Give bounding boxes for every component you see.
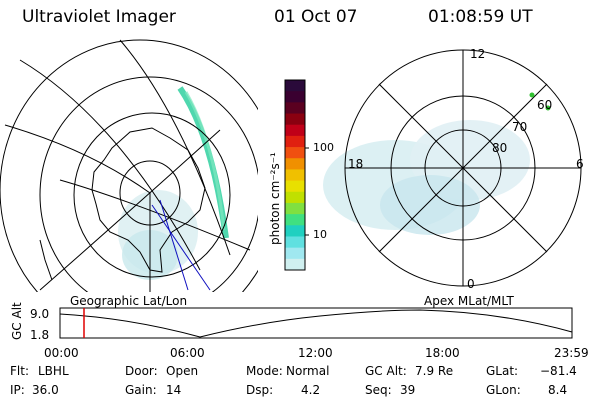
colorbar-segment — [285, 158, 305, 170]
lat-label-70: 70 — [512, 120, 528, 134]
lat-label-80: 80 — [492, 141, 508, 155]
x-tick-1200: 12:00 — [298, 346, 333, 360]
info-door-value: Open — [166, 364, 199, 378]
info-mode-value: Normal — [286, 364, 330, 378]
colorbar-segment — [285, 102, 305, 115]
colorbar-segment — [285, 135, 305, 148]
mlt-label-0: 0 — [467, 277, 475, 291]
colorbar-segment — [285, 191, 305, 204]
info-dsp-label: Dsp: — [246, 383, 274, 397]
info-gain-label: Gain: — [125, 383, 157, 397]
colorbar-segment — [285, 236, 305, 249]
info-ip-value: 36.0 — [32, 383, 59, 397]
colorbar-segment — [285, 124, 305, 137]
info-alt-label: GC Alt: — [365, 364, 407, 378]
info-flt-value: LBHL — [38, 364, 69, 378]
info-glon-label: GLon: — [486, 383, 521, 397]
x-tick-1800: 18:00 — [425, 346, 460, 360]
mlt-label-12: 12 — [470, 47, 486, 61]
info-door-label: Door: — [125, 364, 158, 378]
info-seq-value: 39 — [400, 383, 416, 397]
colorbar-segment — [285, 80, 305, 92]
info-mode-label: Mode: — [246, 364, 283, 378]
time-label: 01:08:59 UT — [428, 7, 533, 27]
x-tick-2359: 23:59 — [554, 346, 589, 360]
x-tick-0600: 06:00 — [170, 346, 205, 360]
colorbar — [284, 79, 309, 271]
mlt-label-18: 18 — [348, 157, 364, 171]
info-flt-label: Flt: — [10, 364, 29, 378]
colorbar-segment — [285, 180, 305, 193]
alt-tick-1.8: 1.8 — [30, 328, 50, 342]
date-label: 01 Oct 07 — [274, 7, 358, 27]
mlt-label-6: 6 — [576, 157, 584, 171]
info-seq-label: Seq: — [365, 383, 392, 397]
colorbar-segment — [285, 202, 305, 215]
alt-tick-9: 9.0 — [30, 307, 50, 321]
info-dsp-value: 4.2 — [301, 383, 321, 397]
colorbar-tick-100: 100 — [313, 141, 334, 154]
colorbar-tick-10: 10 — [313, 228, 327, 241]
colorbar-segment — [285, 147, 305, 159]
lat-label-60: 60 — [537, 98, 553, 112]
left-panel-caption: Geographic Lat/Lon — [70, 294, 188, 308]
colorbar-segment — [285, 169, 305, 182]
colorbar-segment — [285, 225, 305, 237]
colorbar-segment — [285, 113, 305, 126]
right-panel-caption: Apex MLat/MLT — [424, 294, 514, 308]
info-glat-label: GLat: — [486, 364, 519, 378]
info-glat-value: −81.4 — [540, 364, 577, 378]
colorbar-segment — [285, 247, 305, 260]
colorbar-segment — [285, 91, 305, 103]
info-ip-label: IP: — [10, 383, 25, 397]
altitude-ylabel: GC Alt — [10, 302, 24, 340]
info-glon-value: 8.4 — [548, 383, 568, 397]
instrument-title: Ultraviolet Imager — [22, 7, 176, 27]
colorbar-segment — [285, 258, 305, 271]
info-alt-value: 7.9 Re — [415, 364, 454, 378]
x-tick-0000: 00:00 — [44, 346, 79, 360]
colorbar-segment — [285, 214, 305, 226]
info-gain-value: 14 — [166, 383, 182, 397]
